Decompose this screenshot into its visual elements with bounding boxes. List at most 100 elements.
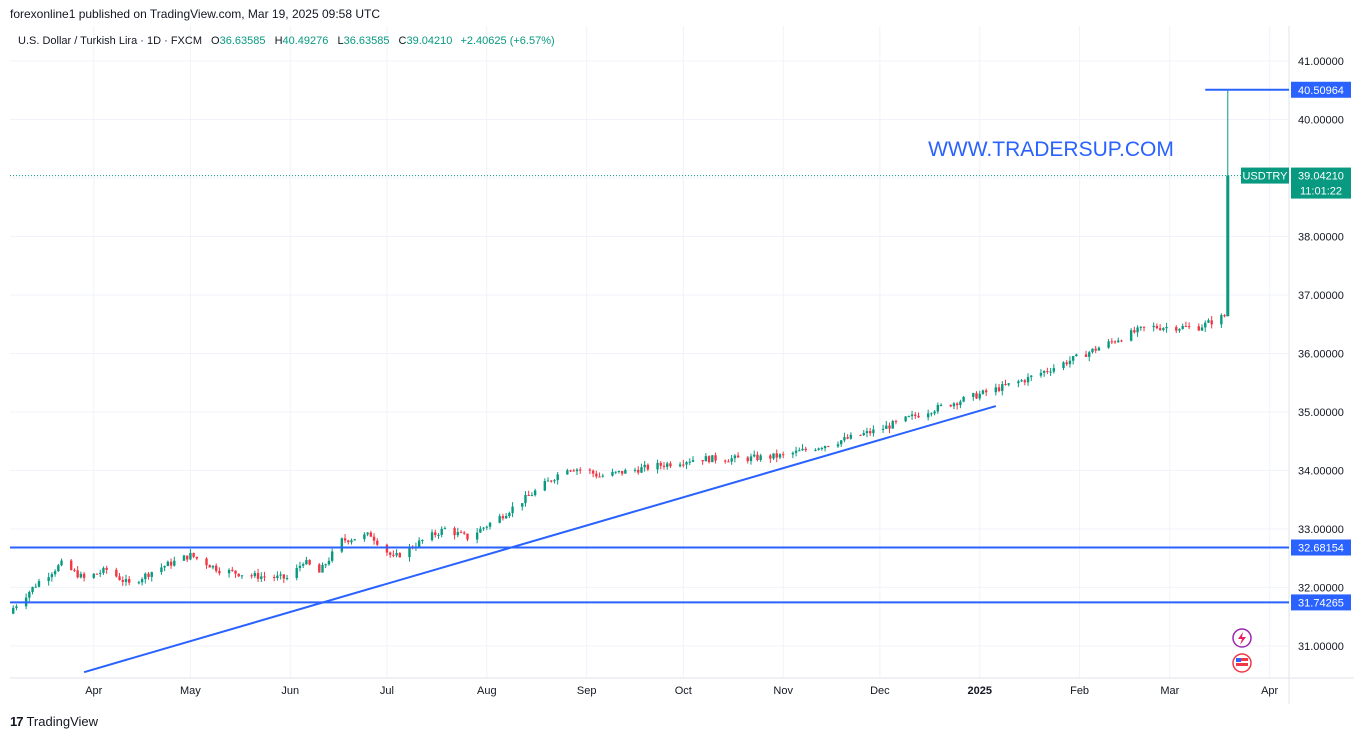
candle-body <box>195 556 199 559</box>
candle-body <box>308 559 311 565</box>
candle-body <box>192 552 195 557</box>
candle-body <box>939 404 943 406</box>
candle-body <box>978 393 981 399</box>
candle-body <box>688 461 691 463</box>
candle-body <box>1065 362 1068 365</box>
x-tick-label: Apr <box>85 685 102 697</box>
candle-body <box>70 560 73 570</box>
candle-body <box>173 560 176 566</box>
candle-body <box>611 471 614 476</box>
candle-body <box>579 469 582 471</box>
candle-body <box>791 452 795 455</box>
candle-body <box>388 552 392 555</box>
candle-body <box>1187 326 1191 328</box>
candle-body <box>1094 348 1097 351</box>
y-tick-label: 40.00000 <box>1298 115 1344 127</box>
candle-body <box>1142 326 1146 328</box>
candle-body <box>952 403 956 407</box>
candle-body <box>1088 352 1091 357</box>
tradingview-logo[interactable]: 17 TradingView <box>10 714 98 729</box>
candle-body <box>1026 376 1030 383</box>
candle-body <box>575 469 579 472</box>
candle-body <box>479 528 482 533</box>
candle-body <box>711 455 714 463</box>
legend-open-label: O <box>211 35 220 47</box>
chart-area[interactable]: 31.00000 32.00000 33.00000 34.00000 35.00000… <box>0 26 1364 704</box>
candle-body <box>12 607 15 614</box>
candle-body <box>572 470 575 472</box>
candle-body <box>189 552 192 560</box>
candle-body <box>240 575 244 577</box>
candle-body <box>756 454 759 461</box>
candle-body <box>1097 347 1101 351</box>
candle-body <box>814 449 817 451</box>
candle-body <box>633 469 637 471</box>
candle-body <box>1071 356 1075 361</box>
candle-body <box>1017 381 1020 384</box>
candle-body <box>31 586 34 593</box>
candle-body <box>34 586 37 588</box>
candle-body <box>214 565 218 571</box>
candle-body <box>646 464 650 470</box>
candle-body <box>704 456 708 462</box>
candle-body <box>347 540 350 543</box>
candle-body <box>733 455 737 459</box>
legend-symbol[interactable]: U.S. Dollar / Turkish Lira · 1D · FXCM <box>18 35 202 47</box>
candle-body <box>95 573 99 575</box>
y-tick-label: 38.00000 <box>1298 232 1344 244</box>
x-tick-label: Apr <box>1261 685 1278 697</box>
candle-body <box>47 577 50 582</box>
candle-body <box>140 579 144 583</box>
candle-body <box>994 387 998 393</box>
candle-body <box>124 579 128 582</box>
candle-body <box>907 416 911 418</box>
legend-low-value: 36.63585 <box>343 35 390 47</box>
candle-body <box>256 573 260 579</box>
candle-body <box>298 565 302 569</box>
flag-stripe-icon <box>1236 663 1248 666</box>
candle-body <box>601 475 604 477</box>
candle-body <box>208 565 211 568</box>
horizontal-line-label: 40.50964 <box>1298 85 1344 97</box>
candle-body <box>459 532 463 534</box>
candle-body <box>76 570 79 578</box>
candle-body <box>118 576 121 581</box>
candle-body <box>975 393 978 399</box>
candle-body <box>330 551 334 561</box>
candle-body <box>305 559 308 565</box>
candle-body <box>340 538 344 552</box>
candle-body <box>475 532 479 540</box>
candle-body <box>1107 341 1110 348</box>
candle-body <box>849 434 853 439</box>
candle-body <box>917 415 920 418</box>
candle-body <box>421 539 424 541</box>
y-tick-label: 34.00000 <box>1298 465 1344 477</box>
price-tag-value: 39.04210 <box>1298 171 1344 183</box>
candle-body <box>372 536 376 541</box>
candle-body <box>417 540 421 547</box>
candle-body <box>263 576 266 578</box>
candle-body <box>759 455 762 461</box>
candle-body <box>392 554 395 556</box>
candle-body <box>1110 341 1114 343</box>
candle-body <box>846 437 849 439</box>
candle-body <box>1165 327 1168 329</box>
candle-body <box>115 569 118 577</box>
candle-body <box>595 473 598 477</box>
candle-body <box>227 569 231 574</box>
candle-body <box>820 448 824 450</box>
legend-high-value: 40.49276 <box>282 35 329 47</box>
candle-body <box>343 538 347 541</box>
price-chart[interactable]: 31.00000 32.00000 33.00000 34.00000 35.00000… <box>0 26 1364 704</box>
candle-body <box>1204 322 1207 328</box>
candle-body <box>598 476 601 478</box>
trend-line[interactable] <box>83 405 997 674</box>
x-tick-label: Feb <box>1070 685 1089 697</box>
candle-body <box>1113 341 1117 343</box>
candle-body <box>930 413 933 415</box>
candle-body <box>862 433 865 436</box>
candle-body <box>749 456 753 462</box>
candle-body <box>1020 380 1023 382</box>
candle-body <box>218 570 221 574</box>
candle-body <box>817 448 820 450</box>
